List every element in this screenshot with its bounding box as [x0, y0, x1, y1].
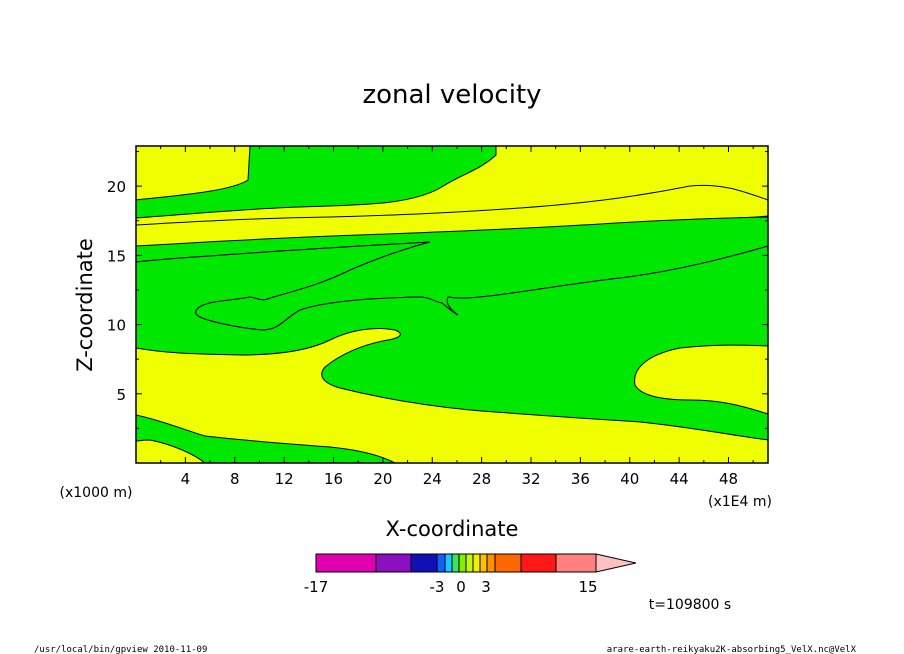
y-tick-label: 20: [107, 178, 126, 196]
green-region-lower: [136, 241, 768, 441]
x-unit-right: (x1E4 m): [708, 494, 772, 510]
colorbar-segment: [410, 553, 438, 573]
y-axis-ticks: 5 10 15 20: [107, 151, 768, 429]
x-tick-label: 36: [571, 470, 590, 488]
colorbar-segment: [494, 553, 522, 573]
colorbar-segment: [315, 553, 377, 573]
colorbar-arrow: [595, 553, 637, 573]
x-tick-label: 40: [620, 470, 639, 488]
colorbar-tick-label: -17: [304, 578, 329, 596]
colorbar-segment: [465, 553, 474, 573]
colorbar-segment: [479, 553, 488, 573]
green-region-top: [136, 146, 497, 219]
x-tick-label: 8: [230, 470, 240, 488]
colorbar-segment: [486, 553, 496, 573]
colorbar-tick-label: 3: [481, 578, 491, 596]
time-label: t=109800 s: [649, 597, 731, 613]
colorbar-tick-labels: -17 -3 0 3 15: [304, 578, 598, 596]
x-tick-label: 28: [472, 470, 491, 488]
footer-right: arare-earth-reikyaku2K-absorbing5_VelX.n…: [607, 645, 857, 654]
y-tick-label: 10: [107, 317, 126, 335]
x-axis-label: X-coordinate: [386, 517, 519, 541]
footer-left: /usr/local/bin/gpview 2010-11-09: [34, 645, 207, 654]
colorbar-segment: [458, 553, 467, 573]
green-region-bottom: [136, 414, 396, 463]
x-tick-label: 48: [719, 470, 738, 488]
x-tick-label: 4: [181, 470, 191, 488]
colorbar-segment: [451, 553, 460, 573]
contour-fills: [136, 146, 768, 463]
colorbar-segment: [520, 553, 557, 573]
colorbar-tick-label: -3: [430, 578, 445, 596]
x-tick-label: 32: [521, 470, 540, 488]
x-tick-label: 24: [423, 470, 442, 488]
colorbar: [315, 553, 637, 573]
colorbar-segment: [375, 553, 412, 573]
colorbar-tick-label: 15: [578, 578, 597, 596]
y-tick-label: 15: [107, 247, 126, 265]
x-axis-ticks: 4 8 12 16 20 24 28 32 36 40 44 48: [160, 146, 754, 488]
colorbar-segment: [472, 553, 481, 573]
x-tick-label: 12: [275, 470, 294, 488]
chart-title: zonal velocity: [362, 80, 541, 110]
colorbar-segment: [436, 553, 446, 573]
x-tick-label: 44: [670, 470, 689, 488]
plot-frame: [135, 145, 769, 464]
colorbar-tick-label: 0: [456, 578, 466, 596]
x-tick-label: 20: [373, 470, 392, 488]
colorbar-segment: [444, 553, 453, 573]
y-tick-label: 5: [116, 386, 126, 404]
x-tick-label: 16: [324, 470, 343, 488]
colorbar-segment: [555, 553, 597, 573]
y-axis-label: Z-coordinate: [73, 238, 97, 372]
x-unit-left: (x1000 m): [60, 485, 133, 501]
